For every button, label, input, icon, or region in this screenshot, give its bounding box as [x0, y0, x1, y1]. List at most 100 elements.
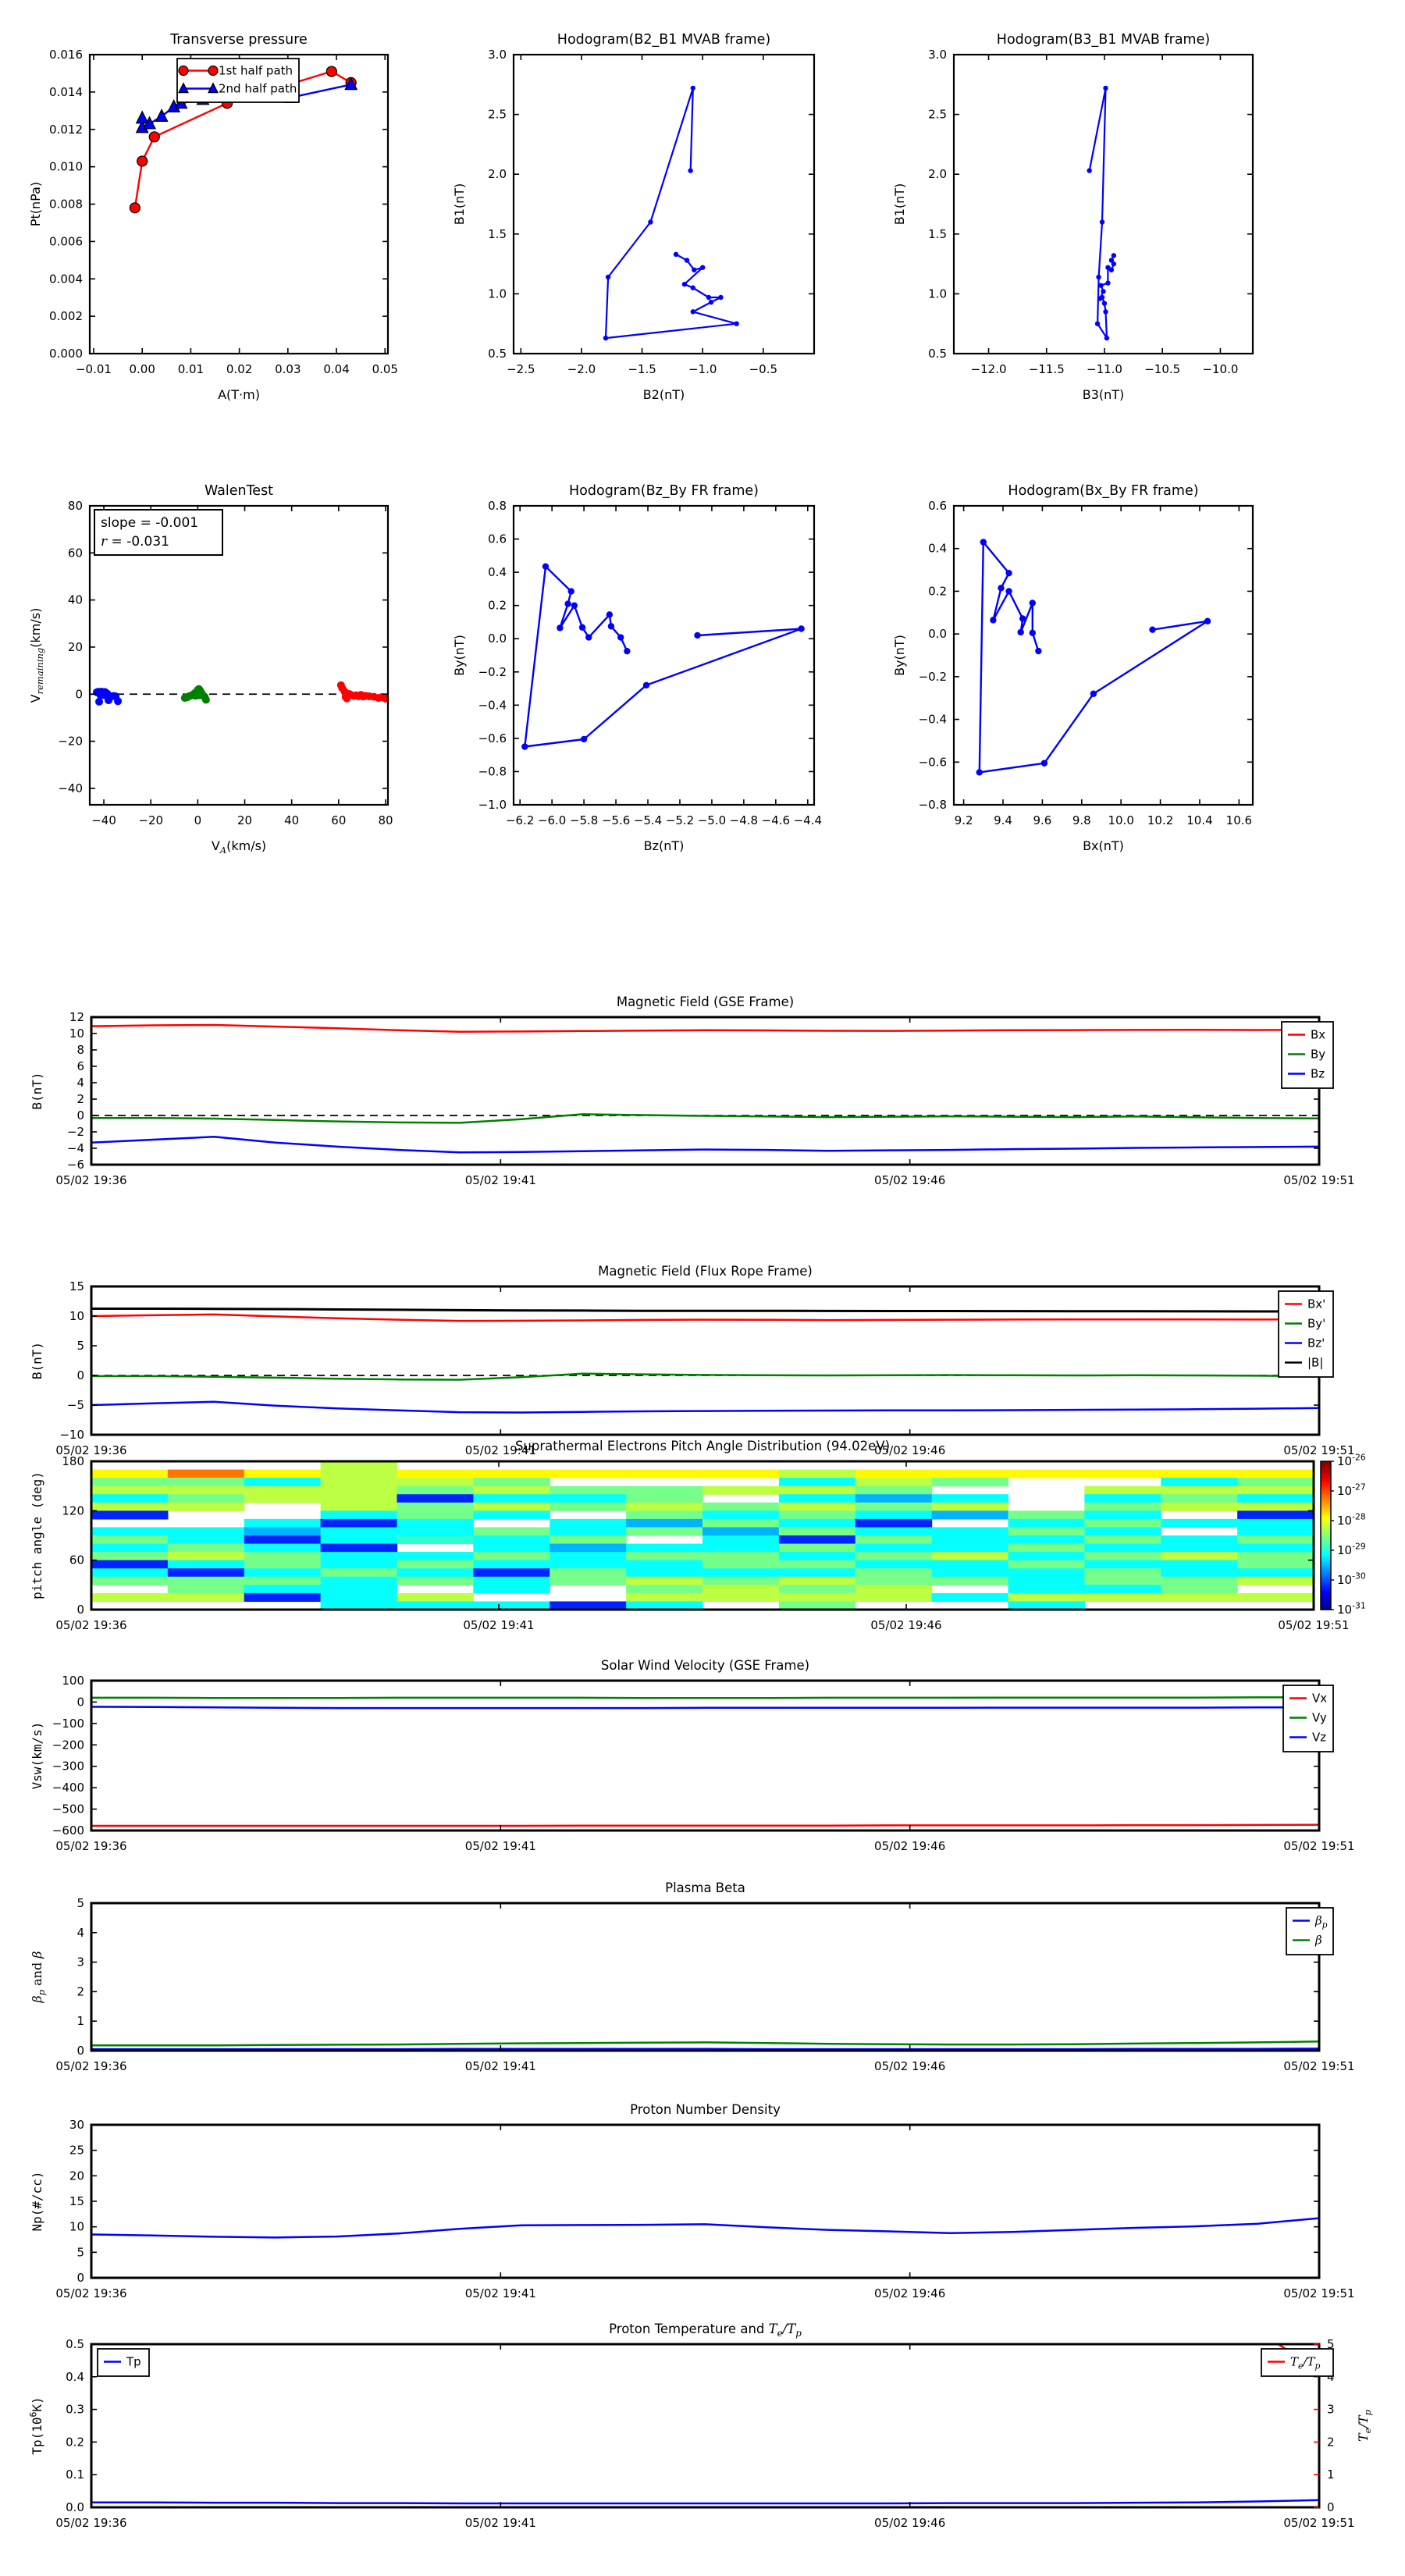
colorbar-label: 10-27 — [1337, 1482, 1366, 1498]
legend-label: Vy — [1312, 1711, 1327, 1725]
y-tick-label: 2 — [76, 1092, 84, 1106]
panel-title-np: Proton Number Density — [630, 2102, 781, 2117]
y-tick-label: 0.010 — [49, 160, 83, 174]
y-axis-label: Tp(106K) — [27, 2396, 44, 2454]
legend-label: 1st half path — [219, 64, 293, 78]
y-tick-label: 2.5 — [488, 108, 507, 122]
y-tick-label: 5 — [76, 1339, 84, 1353]
y-axis-label: By(nT) — [892, 635, 907, 676]
x-tick-label: 05/02 19:46 — [874, 1839, 945, 1853]
y-tick-label: −0.8 — [919, 798, 947, 812]
panel-pad: 05/02 19:36 05/02 19:41 05/02 19:46 05/02 1… — [30, 1439, 1366, 1632]
x-tick-label: 05/02 19:41 — [463, 1618, 534, 1632]
x-tick-label: −4.6 — [762, 813, 790, 827]
series-Bz — [91, 1136, 1319, 1154]
legend-mag-fr: Bx' By' Bz' |B| — [1278, 1290, 1334, 1378]
y-tick-label: 0.0 — [66, 2500, 84, 2514]
y-tick-label: 2.0 — [488, 167, 507, 181]
y-tick-label: 0 — [76, 1695, 84, 1709]
y-tick-label: 0 — [75, 687, 83, 701]
y-tick-label: 0 — [76, 1603, 84, 1617]
axes-np: 05/02 19:36 05/02 19:41 05/02 19:46 05/02 1… — [30, 2102, 1355, 2300]
x-tick-label: 05/02 19:36 — [55, 2059, 126, 2073]
panel-title-tp: Proton Temperature and Te/Tp — [609, 2322, 802, 2339]
y-tick-label: −300 — [52, 1759, 84, 1774]
x-tick-label: 0.01 — [178, 362, 204, 376]
panel-np: 05/02 19:36 05/02 19:41 05/02 19:46 05/02 1… — [30, 2102, 1355, 2300]
series-By — [91, 1113, 1319, 1124]
y-tick-label: 80 — [68, 499, 83, 513]
y-tick-label: 0.2 — [488, 599, 507, 613]
y-tick-label: 0.0 — [488, 632, 507, 646]
series-Bx-By path — [976, 539, 1211, 776]
y-axis-label: Vsw(km/s) — [30, 1722, 44, 1790]
plot-area-mag-fr — [91, 1308, 1319, 1414]
panel-title-pad: Suprathermal Electrons Pitch Angle Distr… — [515, 1439, 890, 1453]
panel-mag-gse: 05/02 19:36 05/02 19:41 05/02 19:46 05/02 1… — [30, 994, 1355, 1187]
legend-label: |B| — [1307, 1356, 1323, 1370]
y-tick-label: 10 — [69, 1026, 84, 1041]
series-blue cluster — [93, 687, 123, 706]
panel-hodogram-b3b1: −12.0 −11.5 −11.0 −10.5 −10.0 0.5 1.0 1.5 2.0 2.5… — [892, 32, 1254, 402]
series-B2-B1 path — [603, 85, 739, 341]
x-tick-label: 0.03 — [275, 362, 301, 376]
series-beta_p — [91, 2048, 1319, 2051]
x-tick-label: −5.0 — [698, 813, 726, 827]
y-tick-label: −500 — [52, 1802, 84, 1816]
panel-title-hodogram-bzby: Hodogram(Bz_By FR frame) — [569, 483, 759, 499]
right-y-tick-label: 2 — [1327, 2435, 1335, 2449]
y-tick-label: −1.0 — [478, 798, 507, 812]
y-tick-label: 30 — [69, 2118, 84, 2132]
series-Bx' — [91, 1313, 1319, 1322]
y-tick-label: 15 — [69, 2194, 84, 2208]
panel-title-hodogram-b3b1: Hodogram(B3_B1 MVAB frame) — [997, 32, 1210, 48]
series-Tp — [91, 2499, 1319, 2505]
y-tick-label: −600 — [52, 1823, 84, 1838]
x-tick-label: −5.8 — [570, 813, 598, 827]
panel-title-hodogram-b2b1: Hodogram(B2_B1 MVAB frame) — [557, 32, 770, 48]
x-tick-label: −11.5 — [1029, 362, 1065, 376]
x-tick-label: 05/02 19:36 — [55, 1618, 126, 1632]
y-tick-label: −0.4 — [478, 698, 507, 712]
plot-area-tp — [91, 2344, 1319, 2505]
y-axis-label: pitch angle (deg) — [30, 1471, 44, 1599]
legend-label: βp — [1314, 1914, 1328, 1930]
heatmap-cells — [91, 1461, 1314, 1610]
y-tick-label: 0.6 — [928, 499, 947, 513]
y-tick-label: 10 — [69, 1309, 84, 1323]
y-tick-label: 0.1 — [66, 2467, 84, 2482]
series-B3-B1 path — [1087, 85, 1117, 341]
y-tick-label: −10 — [59, 1428, 84, 1442]
y-tick-label: 1.0 — [488, 286, 507, 301]
y-tick-label: −5 — [67, 1398, 84, 1412]
plot-area-walen-test — [90, 681, 388, 706]
plot-area-beta — [91, 2041, 1319, 2051]
x-tick-label: −5.2 — [666, 813, 694, 827]
y-tick-label: 0.5 — [66, 2337, 84, 2351]
x-axis-label: Bx(nT) — [1083, 838, 1124, 853]
y-tick-label: 1.0 — [928, 286, 947, 301]
x-tick-label: 10.6 — [1226, 813, 1252, 827]
plot-area-hodogram-bxby — [976, 539, 1211, 776]
x-tick-label: 05/02 19:36 — [55, 1839, 126, 1853]
x-tick-label: 05/02 19:46 — [874, 2286, 945, 2300]
x-tick-label: −2.5 — [507, 362, 535, 376]
x-tick-label: 05/02 19:46 — [874, 2059, 945, 2073]
series-Np — [91, 2217, 1319, 2239]
y-axis-label: B1(nT) — [452, 183, 467, 226]
x-tick-label: 05/02 19:36 — [55, 2286, 126, 2300]
axes-tp: 05/02 19:36 05/02 19:41 05/02 19:46 05/02 1… — [27, 2322, 1373, 2530]
legend-label: By' — [1307, 1317, 1325, 1331]
x-tick-label: 05/02 19:36 — [55, 1443, 126, 1457]
y-tick-label: 1 — [76, 2014, 84, 2028]
x-tick-label: 40 — [284, 813, 299, 827]
panel-hodogram-bxby: 9.2 9.4 9.6 9.8 10.0 10.2 10.4 10.6 −0.8 −0.6 −0.4… — [892, 483, 1254, 853]
legend-label: Bz' — [1307, 1336, 1325, 1350]
legend-label: Bz — [1311, 1067, 1325, 1081]
legend-label: Te/Tp — [1290, 2355, 1320, 2371]
x-tick-label: −6.0 — [538, 813, 566, 827]
x-axis-label: B3(nT) — [1083, 387, 1125, 402]
axes-pad: 05/02 19:36 05/02 19:41 05/02 19:46 05/02 1… — [30, 1439, 1350, 1632]
y-tick-label: 3.0 — [488, 48, 507, 62]
x-tick-label: 05/02 19:51 — [1278, 1618, 1349, 1632]
